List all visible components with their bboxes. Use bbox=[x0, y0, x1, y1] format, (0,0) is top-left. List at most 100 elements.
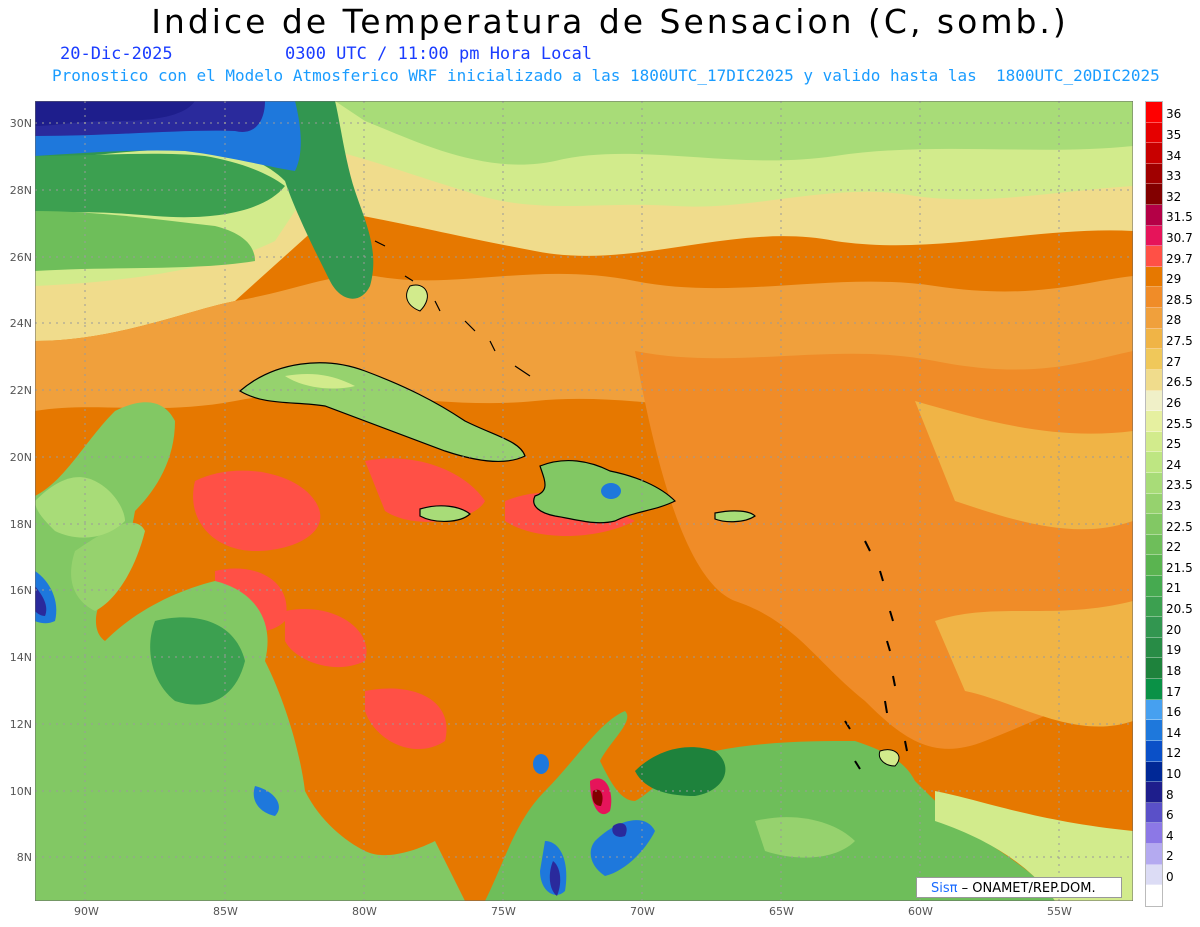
lat-label: 14N bbox=[9, 651, 32, 664]
lon-label: 65W bbox=[769, 905, 794, 918]
colorbar-label: 23 bbox=[1166, 499, 1182, 513]
colorbar-label: 4 bbox=[1166, 828, 1174, 843]
colorbar-label: 25.5 bbox=[1166, 416, 1193, 431]
colorbar-segment bbox=[1146, 349, 1162, 370]
colorbar-segment bbox=[1146, 143, 1162, 164]
lon-label: 75W bbox=[491, 905, 516, 918]
colorbar-label: 17 bbox=[1166, 684, 1182, 699]
lat-label: 28N bbox=[9, 184, 32, 197]
colorbar-label: 27.5 bbox=[1166, 334, 1193, 349]
colorbar-label: 33 bbox=[1166, 169, 1182, 184]
colorbar-segment bbox=[1146, 472, 1162, 494]
lon-label: 60W bbox=[908, 905, 933, 918]
lat-label: 22N bbox=[9, 384, 32, 397]
heat-index-map bbox=[35, 101, 1133, 901]
lat-label: 24N bbox=[9, 317, 32, 330]
model-info: Pronostico con el Modelo Atmosferico WRF… bbox=[52, 66, 1160, 85]
colorbar-segment bbox=[1146, 411, 1162, 432]
colorbar-label: 10 bbox=[1166, 767, 1182, 781]
colorbar-label: 24 bbox=[1166, 457, 1182, 472]
credit-text: – ONAMET/REP.DOM. bbox=[961, 881, 1096, 896]
colorbar-label: 29.7 bbox=[1166, 251, 1193, 266]
colorbar-label: 28.5 bbox=[1166, 292, 1193, 307]
colorbar-label: 0 bbox=[1166, 870, 1174, 885]
colorbar-segment bbox=[1146, 576, 1162, 597]
colorbar-segment bbox=[1146, 246, 1162, 267]
colorbar-segment bbox=[1146, 699, 1162, 721]
colorbar-label: 30.7 bbox=[1166, 231, 1193, 245]
colorbar-segment bbox=[1146, 740, 1162, 762]
colorbar-segment bbox=[1146, 514, 1162, 535]
lat-label: 30N bbox=[9, 117, 32, 130]
colorbar-label: 27 bbox=[1166, 354, 1182, 369]
colorbar-label: 19 bbox=[1166, 643, 1182, 658]
colorbar-label: 32 bbox=[1166, 189, 1182, 204]
colorbar-label: 20 bbox=[1166, 622, 1182, 637]
colorbar-segment bbox=[1146, 637, 1162, 659]
colorbar bbox=[1145, 101, 1163, 907]
colorbar-segment bbox=[1146, 287, 1162, 309]
lon-label: 70W bbox=[630, 905, 655, 918]
colorbar-segment bbox=[1146, 720, 1162, 741]
colorbar-segment bbox=[1146, 122, 1162, 144]
colorbar-segment bbox=[1146, 266, 1162, 288]
forecast-time: 0300 UTC / 11:00 pm Hora Local bbox=[285, 44, 593, 64]
colorbar-label: 6 bbox=[1166, 808, 1174, 823]
forecast-date: 20-Dic-2025 bbox=[60, 44, 173, 64]
colorbar-segment bbox=[1146, 369, 1162, 391]
sispi-logo: Sisπ bbox=[931, 881, 958, 896]
colorbar-segment bbox=[1146, 823, 1162, 844]
colorbar-label: 25 bbox=[1166, 437, 1182, 452]
lat-label: 26N bbox=[9, 251, 32, 264]
lon-label: 90W bbox=[74, 905, 99, 918]
colorbar-segment bbox=[1146, 493, 1162, 515]
colorbar-label: 18 bbox=[1166, 663, 1182, 678]
credit-box: Sisπ – ONAMET/REP.DOM. bbox=[916, 877, 1122, 898]
colorbar-segment bbox=[1146, 679, 1162, 700]
colorbar-segment bbox=[1146, 596, 1162, 618]
colorbar-label: 14 bbox=[1166, 725, 1182, 740]
colorbar-segment bbox=[1146, 225, 1162, 247]
colorbar-segment bbox=[1146, 658, 1162, 680]
colorbar-segment bbox=[1146, 328, 1162, 350]
cuba bbox=[238, 362, 526, 463]
lat-label: 12N bbox=[9, 718, 32, 731]
lat-label: 18N bbox=[9, 518, 32, 531]
colorbar-segment bbox=[1146, 802, 1162, 824]
colorbar-label: 12 bbox=[1166, 746, 1182, 761]
colorbar-label: 36 bbox=[1166, 107, 1182, 122]
lon-label: 85W bbox=[213, 905, 238, 918]
colorbar-label: 8 bbox=[1166, 787, 1174, 802]
colorbar-segment bbox=[1146, 782, 1162, 803]
jamaica bbox=[419, 505, 471, 522]
colorbar-segment bbox=[1146, 761, 1162, 783]
colorbar-label: 28 bbox=[1166, 313, 1182, 328]
colorbar-label: 31.5 bbox=[1166, 210, 1193, 225]
colorbar-segment bbox=[1146, 843, 1162, 865]
colorbar-label: 20.5 bbox=[1166, 602, 1193, 617]
colorbar-label: 23.5 bbox=[1166, 478, 1193, 493]
colorbar-segment bbox=[1146, 163, 1162, 185]
colorbar-label: 21.5 bbox=[1166, 560, 1193, 575]
lon-label: 80W bbox=[352, 905, 377, 918]
central-america-land bbox=[35, 402, 465, 901]
colorbar-segment bbox=[1146, 617, 1162, 638]
colorbar-segment bbox=[1146, 534, 1162, 556]
colorbar-label: 35 bbox=[1166, 127, 1182, 142]
puerto-rico bbox=[714, 510, 756, 523]
colorbar-segment bbox=[1146, 308, 1162, 329]
lat-label: 20N bbox=[9, 451, 32, 464]
lon-label: 55W bbox=[1047, 905, 1072, 918]
lat-label: 16N bbox=[9, 584, 32, 597]
colorbar-segment bbox=[1146, 184, 1162, 206]
colorbar-segment bbox=[1146, 452, 1162, 473]
colorbar-segment bbox=[1146, 390, 1162, 412]
colorbar-segment bbox=[1146, 885, 1162, 906]
colorbar-label: 22 bbox=[1166, 540, 1182, 555]
colorbar-segment bbox=[1146, 864, 1162, 886]
colorbar-label: 34 bbox=[1166, 148, 1182, 163]
colorbar-label: 16 bbox=[1166, 705, 1182, 720]
colorbar-label: 26 bbox=[1166, 395, 1182, 410]
lat-label: 8N bbox=[16, 851, 32, 864]
colorbar-label: 21 bbox=[1166, 581, 1182, 596]
